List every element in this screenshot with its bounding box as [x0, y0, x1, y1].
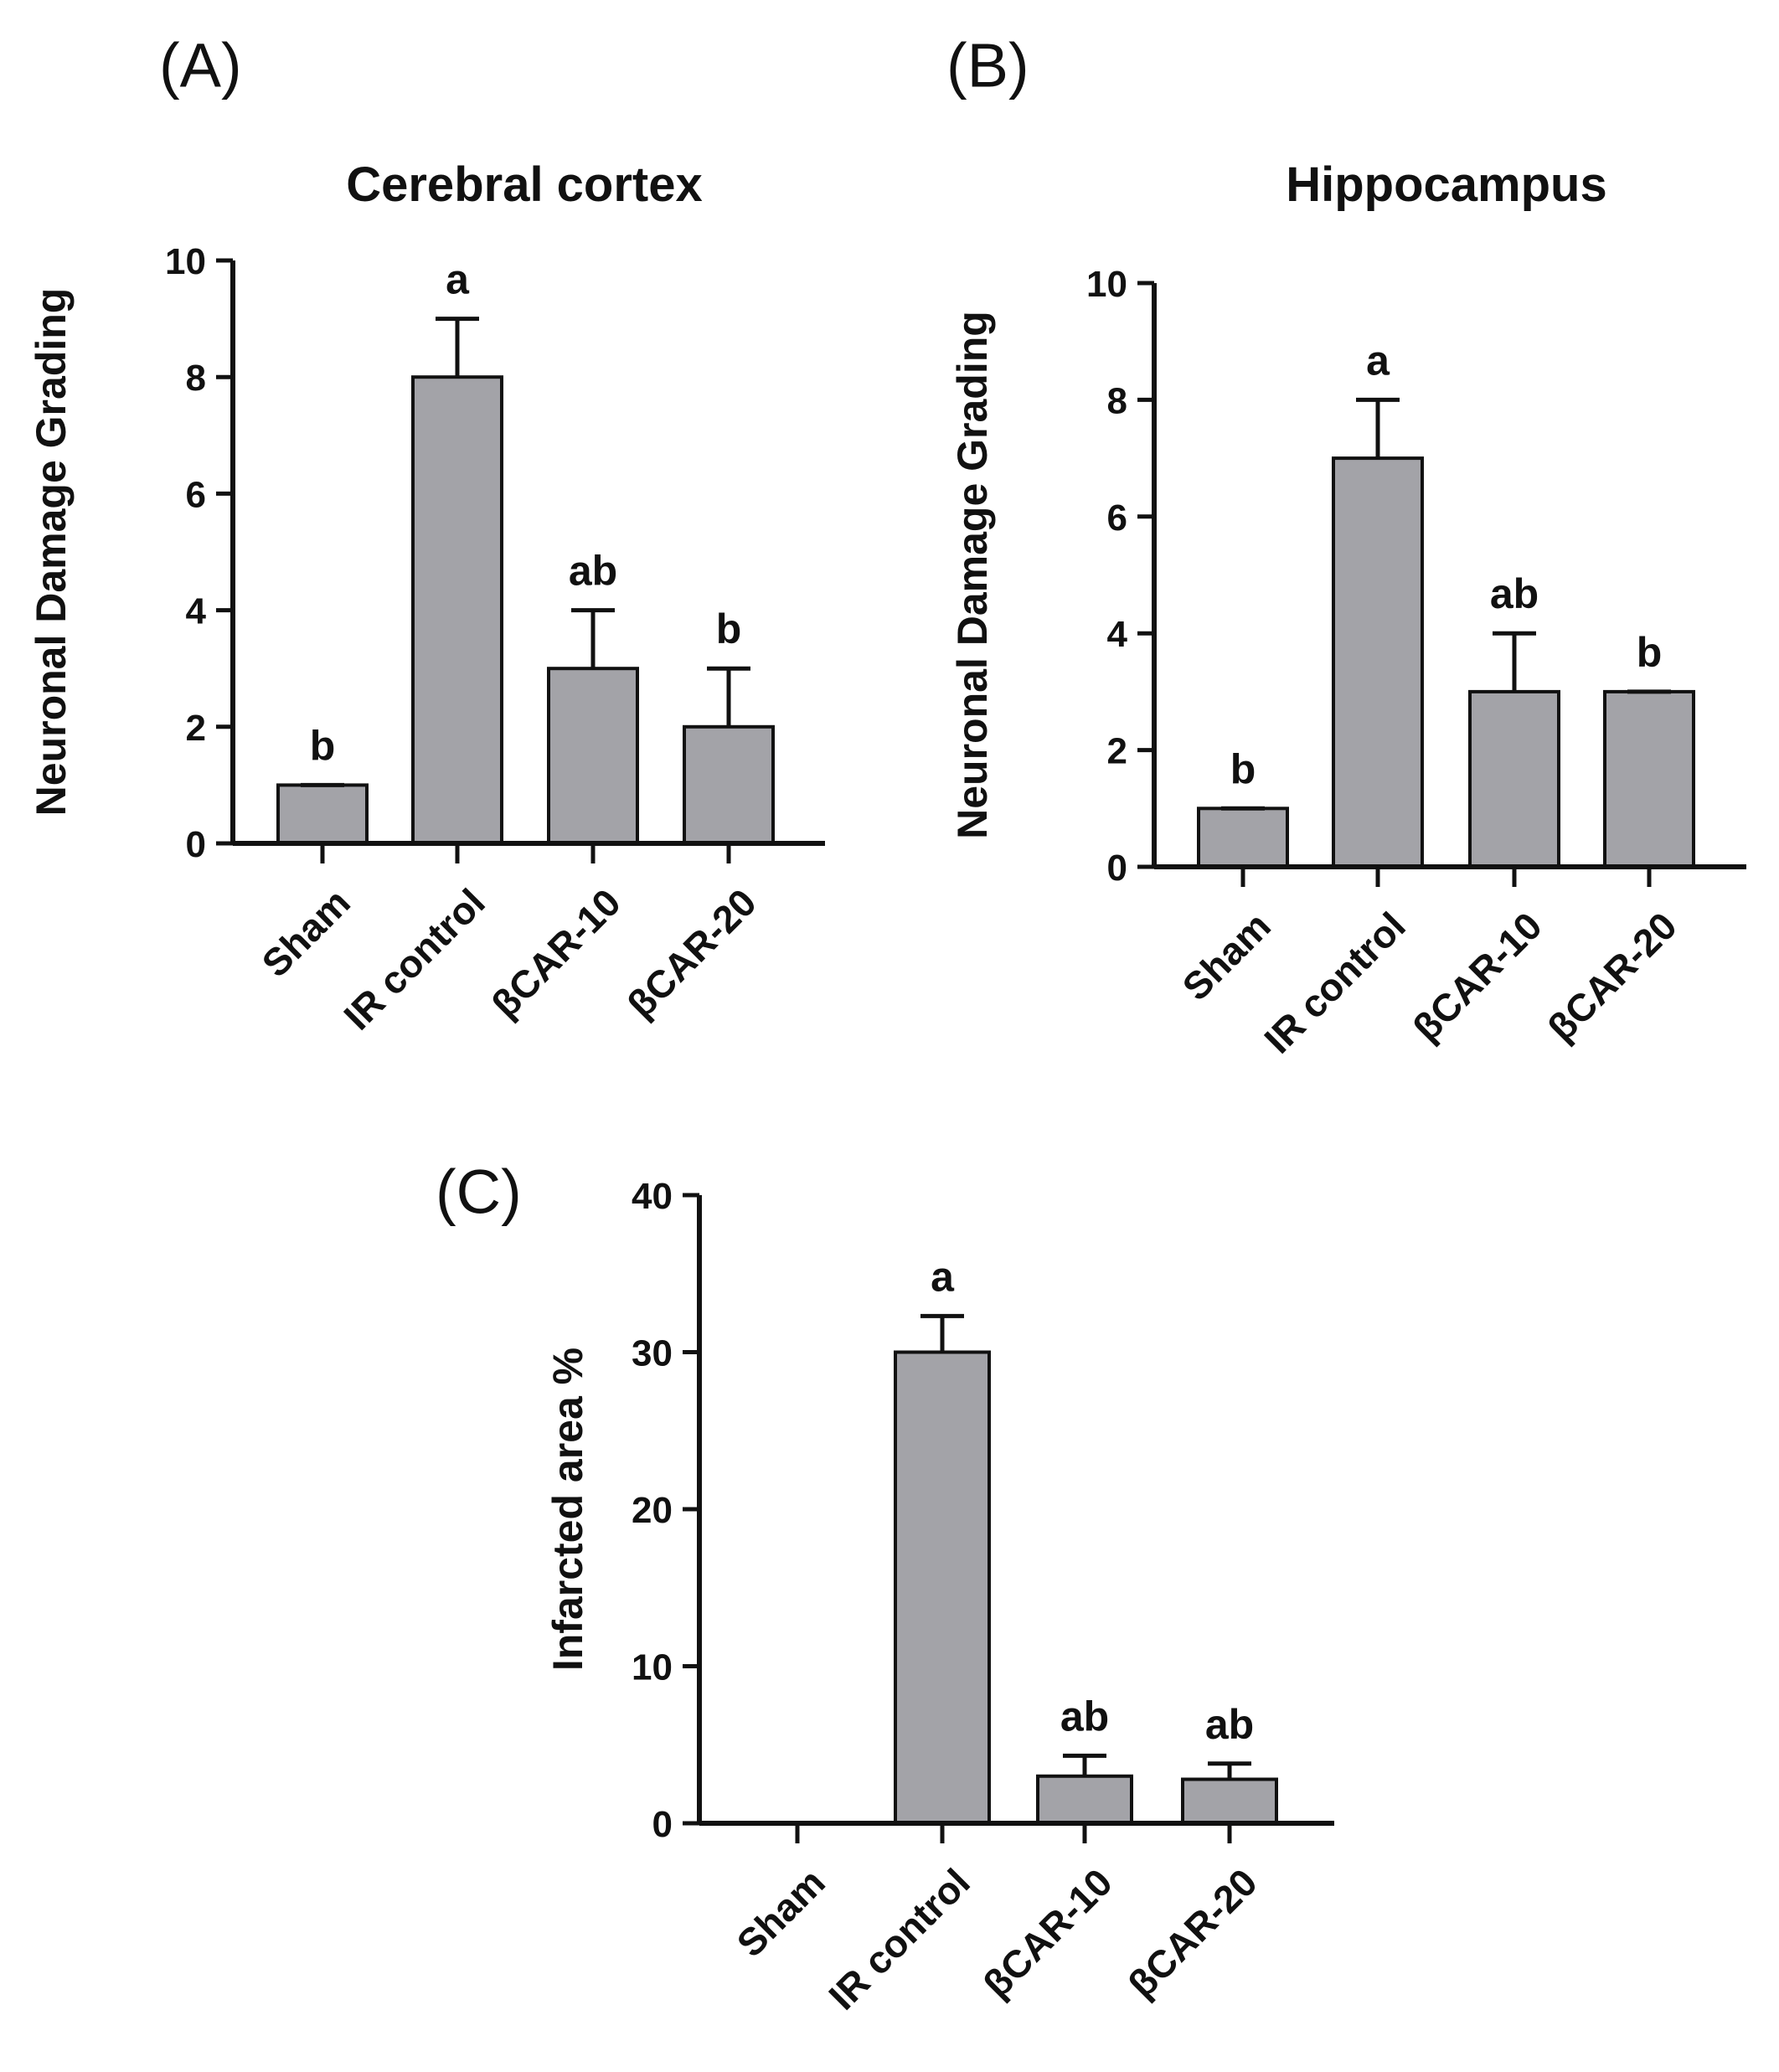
bar — [1036, 1774, 1133, 1825]
significance-label: b — [1230, 745, 1256, 792]
chart-title: Cerebral cortex — [346, 157, 703, 212]
chart-b: (B) Hippocampus Neuronal Damage Grading b a a… — [946, 31, 1746, 1062]
y-tick-label: 4 — [186, 591, 207, 632]
bar — [1181, 1777, 1278, 1825]
significance-label: b — [1637, 629, 1663, 676]
bar — [276, 783, 369, 846]
chart-c: (C) Infarcted area % a ab ab 0 10 20 30 40 ShamIR … — [436, 1157, 1334, 2018]
x-tick-label: Sham — [1173, 904, 1278, 1008]
panel-label: (A) — [159, 31, 242, 101]
chart-title: Hippocampus — [1286, 157, 1607, 212]
x-tick-label: βCAR-20 — [1120, 1860, 1266, 2006]
x-tick-label: IR control — [1256, 904, 1414, 1062]
x-tick-label: βCAR-20 — [619, 880, 765, 1026]
x-tick-label: IR control — [820, 1860, 978, 2018]
bar — [1468, 689, 1560, 869]
y-axis-label: Neuronal Damage Grading — [949, 311, 996, 839]
y-tick-label: 8 — [1107, 380, 1127, 421]
y-tick-label: 8 — [186, 358, 206, 399]
significance-label: ab — [569, 548, 617, 595]
y-tick-label: 0 — [186, 824, 206, 865]
y-tick-label: 10 — [165, 241, 206, 282]
y-tick-label: 0 — [652, 1804, 673, 1845]
bar — [411, 375, 503, 845]
y-tick-label: 0 — [1107, 848, 1127, 889]
significance-label: b — [716, 606, 742, 652]
bar — [683, 724, 775, 845]
bar — [1332, 456, 1424, 868]
y-tick-label: 2 — [186, 708, 206, 749]
y-tick-label: 40 — [632, 1176, 673, 1217]
x-tick-label: βCAR-10 — [1405, 904, 1550, 1049]
y-tick-label: 2 — [1107, 731, 1127, 772]
x-tick-label: βCAR-20 — [1539, 904, 1685, 1049]
y-tick-label: 4 — [1107, 614, 1128, 655]
y-tick-label: 6 — [1107, 497, 1127, 539]
significance-label: ab — [1205, 1701, 1254, 1748]
y-tick-label: 20 — [632, 1490, 673, 1531]
x-tick-label: βCAR-10 — [483, 880, 629, 1026]
panel-label: (C) — [436, 1157, 522, 1227]
significance-label: b — [310, 722, 336, 769]
panel-label: (B) — [946, 31, 1029, 101]
bar — [894, 1350, 991, 1825]
significance-label: a — [1366, 337, 1390, 384]
x-tick-label: βCAR-10 — [975, 1860, 1121, 2006]
significance-label: ab — [1060, 1693, 1109, 1740]
bar — [547, 667, 639, 846]
bar — [1603, 689, 1695, 869]
chart-a: (A) Cerebral cortex Neuronal Damage Gradin… — [28, 31, 825, 1039]
y-tick-label: 6 — [186, 474, 206, 515]
x-tick-label: Sham — [728, 1860, 833, 1965]
y-tick-label: 10 — [1086, 264, 1127, 305]
y-tick-label: 10 — [632, 1647, 673, 1688]
x-tick-label: Sham — [253, 880, 358, 985]
significance-label: ab — [1490, 570, 1539, 617]
x-tick-label: IR control — [335, 880, 493, 1039]
significance-label: a — [446, 256, 470, 303]
significance-label: a — [931, 1253, 955, 1300]
bar — [1197, 807, 1289, 868]
y-axis-label: Infarcted area % — [544, 1348, 591, 1671]
y-tick-label: 30 — [632, 1333, 673, 1374]
y-axis-label: Neuronal Damage Grading — [28, 288, 75, 817]
